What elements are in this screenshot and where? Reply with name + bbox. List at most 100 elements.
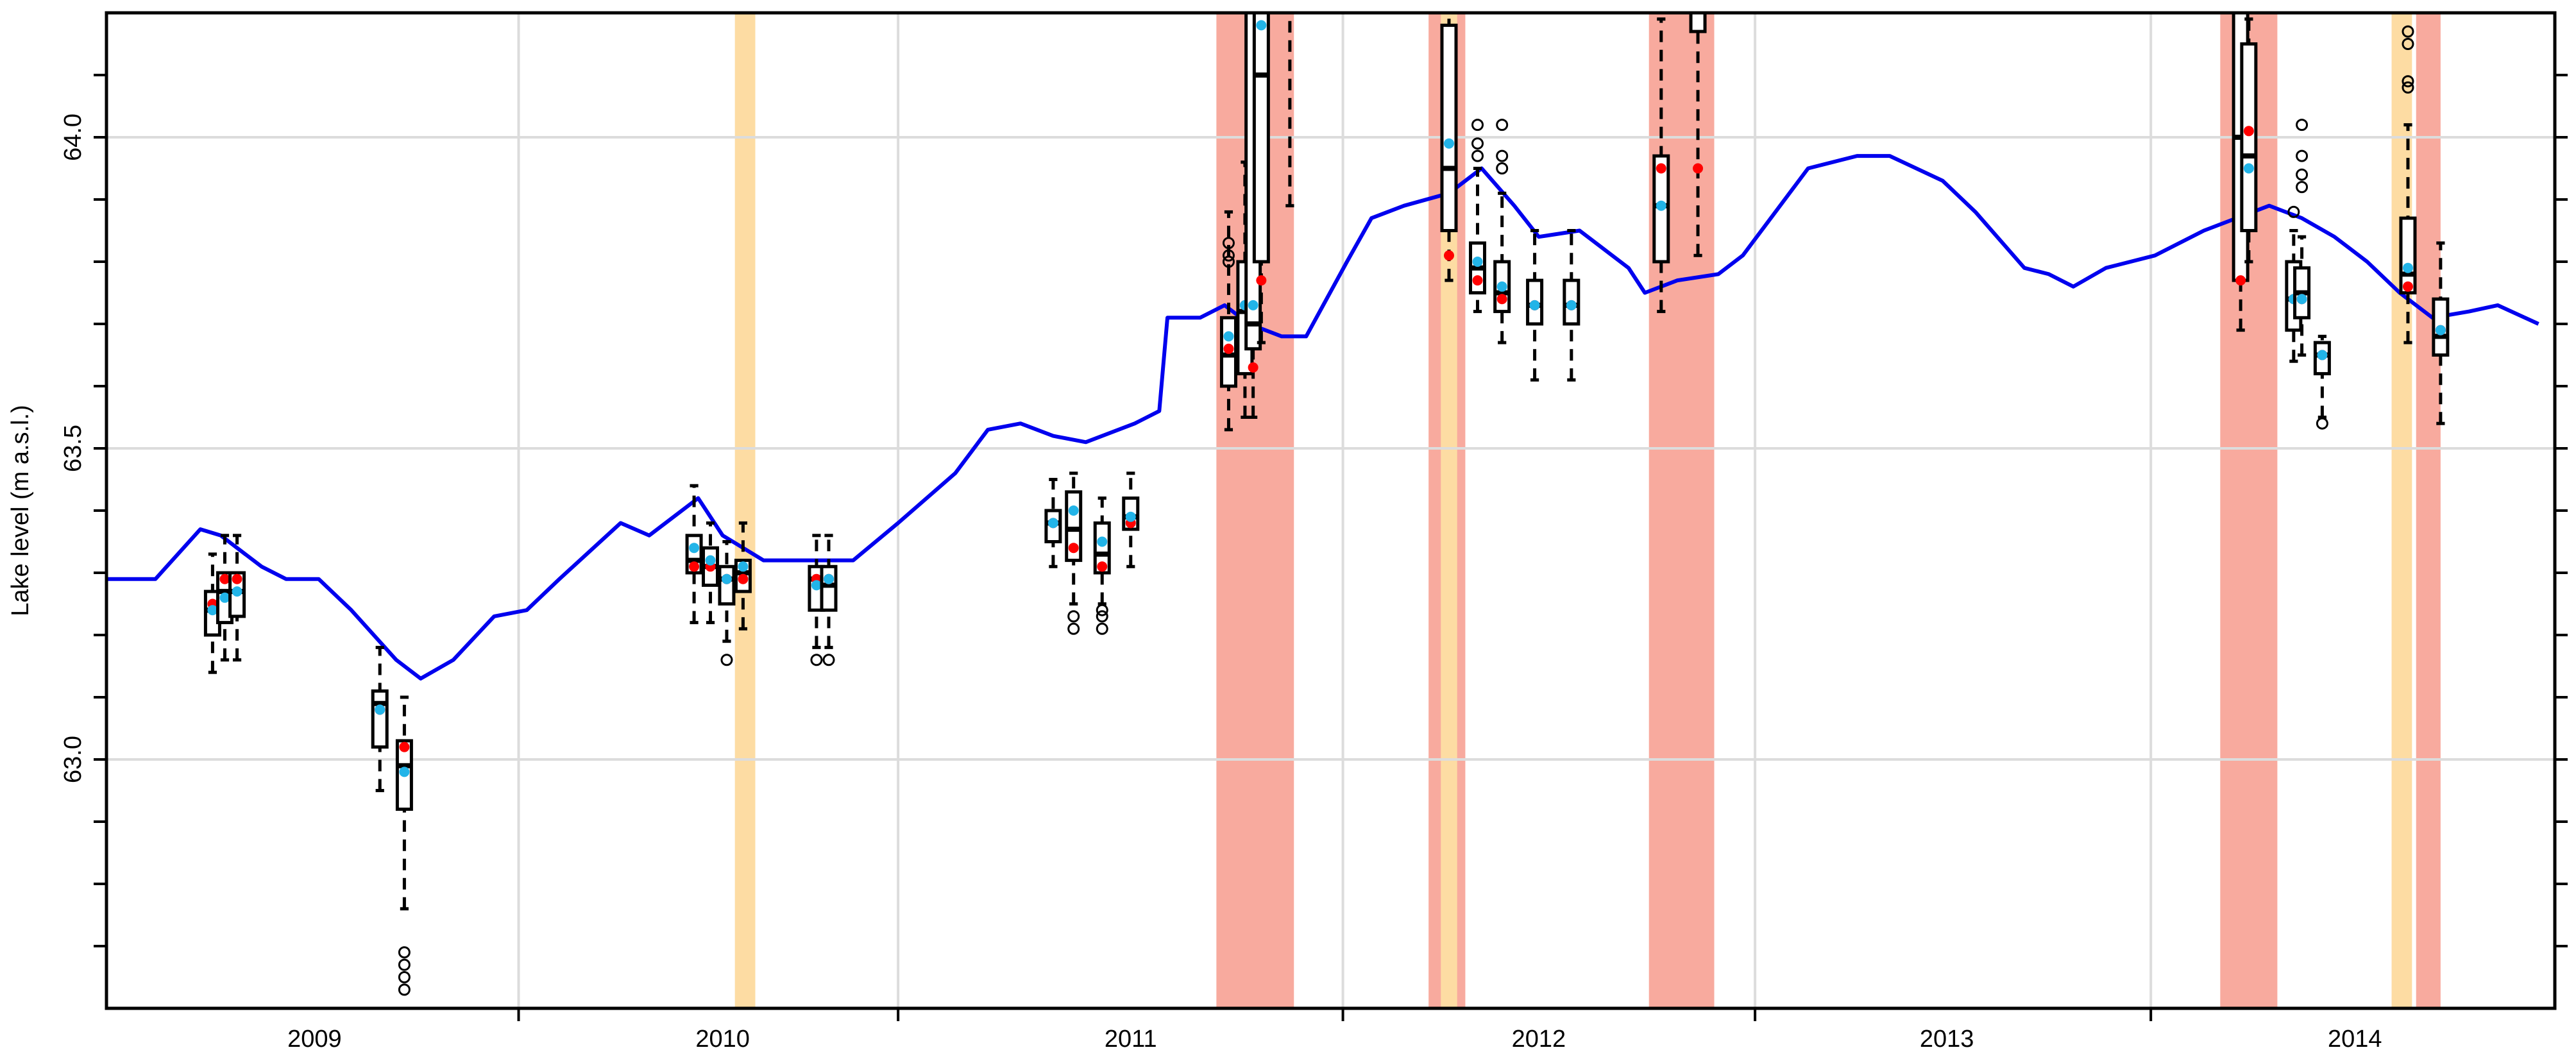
outlier (1222, 255, 1235, 268)
blue-dot (689, 543, 700, 554)
red-dot (1443, 250, 1454, 261)
blue-dot (1529, 300, 1540, 310)
boxplot (1652, 17, 1670, 314)
outlier (1096, 610, 1108, 623)
outlier (2296, 168, 2309, 181)
boxplot (228, 534, 246, 662)
boxplot (2293, 119, 2311, 357)
outlier (1496, 149, 1509, 162)
boxplot (1219, 210, 1237, 432)
blue-dot (1125, 511, 1136, 522)
outlier (2296, 119, 2309, 131)
box (820, 564, 838, 612)
outlier (2316, 417, 2328, 430)
blue-dot (2296, 294, 2307, 305)
outlier (2402, 75, 2414, 88)
blue-dot (2402, 262, 2413, 273)
outlier (1222, 237, 1235, 250)
x-tick-label: 2013 (1920, 1026, 1974, 1053)
red-dot (1496, 294, 1507, 305)
boxplot (216, 534, 233, 662)
x-tick-label: 2010 (695, 1026, 750, 1053)
bands-layer (734, 13, 2441, 1008)
blue-dot (1496, 281, 1507, 292)
blue-dot (2317, 350, 2328, 360)
blue-dot (824, 573, 835, 584)
boxplot (203, 552, 221, 674)
boxplot (1689, 13, 1707, 257)
boxplot (1065, 471, 1083, 635)
red-dot (1248, 362, 1258, 373)
outlier (2402, 81, 2414, 94)
box (1093, 521, 1111, 575)
y-tick-label: 64.0 (60, 114, 87, 161)
blue-dot (1656, 200, 1666, 211)
boxplot (1526, 229, 1544, 382)
outlier (1067, 622, 1080, 635)
outlier (398, 971, 411, 983)
boxplot (1285, 13, 1294, 208)
outlier (1496, 119, 1509, 131)
outlier (398, 983, 411, 996)
outlier (810, 654, 823, 666)
outlier (1096, 622, 1108, 635)
red-dot (399, 741, 410, 752)
box (1252, 13, 1270, 264)
red-dot (1256, 275, 1267, 286)
boxplot (1093, 496, 1111, 635)
blue-dot (375, 704, 386, 715)
red-dot (2235, 275, 2246, 286)
outlier (1471, 137, 1484, 150)
blue-dot (721, 573, 732, 584)
red-dot (1656, 163, 1666, 174)
red-dot (689, 561, 700, 572)
x-tick-label: 2011 (1105, 1026, 1157, 1053)
x-tick-label: 2014 (2328, 1026, 2382, 1053)
x-tick-label: 2012 (1512, 1026, 1566, 1053)
x-tick-label: 2009 (287, 1026, 342, 1053)
boxplot (1469, 119, 1487, 314)
blue-dot (1443, 138, 1454, 149)
boxplot (718, 540, 736, 666)
lake-level-line (106, 154, 2539, 681)
blue-dot (1097, 536, 1108, 547)
blue-dot (1068, 505, 1079, 516)
red-dot (1068, 543, 1079, 554)
outlier (2402, 25, 2414, 38)
box (1689, 13, 1707, 33)
red-dot (738, 573, 749, 584)
box (1440, 23, 1458, 233)
outlier (1471, 119, 1484, 131)
outlier (2296, 149, 2309, 162)
red-dot (1693, 163, 1704, 174)
boxplot (1122, 471, 1140, 568)
outlier (2296, 181, 2309, 194)
y-axis-label: Lake level (m a.s.l.) (7, 405, 34, 616)
blue-dot (1047, 518, 1058, 529)
red-dot (1223, 343, 1234, 354)
boxplot (1252, 13, 1270, 344)
shaded-period (2416, 13, 2441, 1008)
blue-dot (232, 586, 242, 597)
outlier (2402, 38, 2414, 50)
y-tick-label: 63.0 (60, 736, 87, 783)
outlier (720, 654, 733, 666)
blue-dot (1472, 257, 1483, 267)
boxplot (371, 645, 389, 792)
boxplot (1563, 229, 1580, 382)
line-layer (106, 154, 2539, 681)
red-dot (1097, 561, 1108, 572)
blue-dot (2435, 325, 2446, 335)
boxplot (2399, 25, 2417, 344)
plot-frame (105, 11, 2557, 1010)
red-dot (1472, 275, 1483, 286)
red-dot (2402, 281, 2413, 292)
blue-dot (738, 561, 749, 572)
box (718, 564, 736, 606)
outlier (1096, 604, 1108, 616)
blue-dot (705, 555, 716, 566)
boxplot (2240, 17, 2258, 264)
red-dot (219, 573, 230, 584)
boxplot (2313, 334, 2331, 430)
